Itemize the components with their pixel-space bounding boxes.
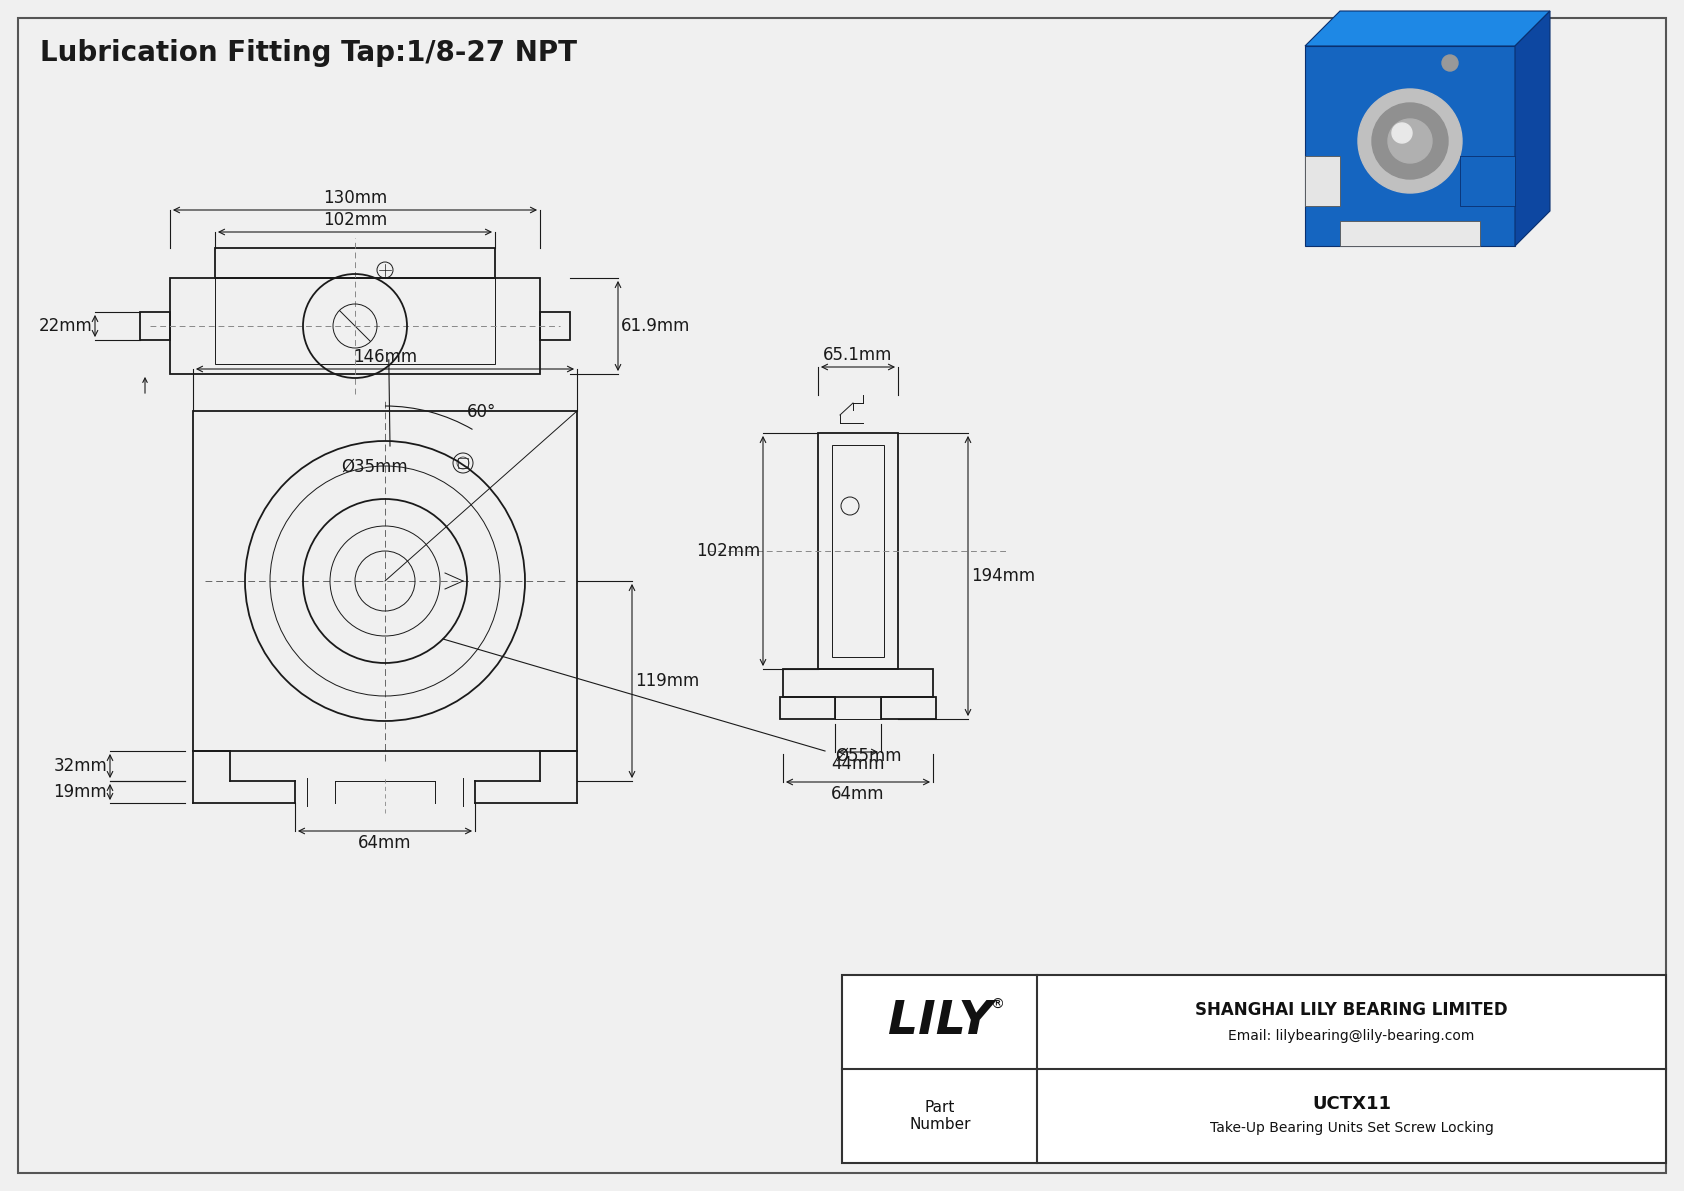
Circle shape [1388,119,1431,163]
Text: ®: ® [990,998,1004,1012]
Text: 61.9mm: 61.9mm [621,317,690,335]
Text: 60°: 60° [466,403,497,420]
Polygon shape [1340,222,1480,247]
Polygon shape [1305,156,1340,206]
Circle shape [1393,123,1411,143]
Text: 102mm: 102mm [323,211,387,229]
Bar [842,975,1665,1162]
Text: 22mm: 22mm [39,317,93,335]
Text: SHANGHAI LILY BEARING LIMITED: SHANGHAI LILY BEARING LIMITED [1196,1000,1507,1019]
Text: 146mm: 146mm [354,348,418,366]
Polygon shape [1460,156,1516,206]
Bar [818,434,898,669]
Bar [881,697,936,719]
Text: Ø55mm: Ø55mm [835,747,901,765]
Bar [780,697,835,719]
Text: 130mm: 130mm [323,189,387,207]
Text: UCTX11: UCTX11 [1312,1095,1391,1114]
Text: Ø35mm: Ø35mm [342,459,408,476]
Bar [541,312,569,339]
Bar [140,312,170,339]
Bar [216,278,495,364]
Text: Part
Number: Part Number [909,1099,970,1133]
Text: 32mm: 32mm [54,757,108,775]
Polygon shape [1305,46,1516,247]
Circle shape [1357,89,1462,193]
Text: 119mm: 119mm [635,672,699,690]
Text: Email: lilybearing@lily-bearing.com: Email: lilybearing@lily-bearing.com [1228,1029,1475,1043]
Text: 44mm: 44mm [832,755,884,773]
Bar [194,411,578,752]
Text: 64mm: 64mm [359,834,413,852]
Circle shape [1442,55,1458,71]
Bar [170,278,541,374]
Text: 65.1mm: 65.1mm [823,347,893,364]
Bar [458,459,468,468]
Bar [832,445,884,657]
Bar [216,248,495,278]
Text: Take-Up Bearing Units Set Screw Locking: Take-Up Bearing Units Set Screw Locking [1209,1121,1494,1135]
Text: 102mm: 102mm [695,542,759,560]
Bar [783,669,933,697]
Text: 194mm: 194mm [972,567,1036,585]
Text: 19mm: 19mm [54,782,108,802]
Text: 64mm: 64mm [832,785,884,803]
Polygon shape [1305,11,1549,46]
Text: LILY: LILY [887,999,992,1045]
Polygon shape [1516,11,1549,247]
Circle shape [1372,102,1448,179]
Text: Lubrication Fitting Tap:1/8-27 NPT: Lubrication Fitting Tap:1/8-27 NPT [40,39,578,67]
